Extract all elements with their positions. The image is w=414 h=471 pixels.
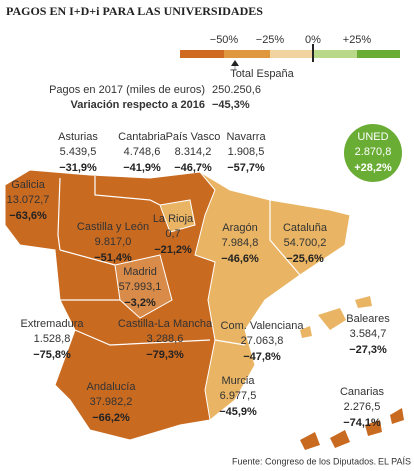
region-payments: 5.439,5 [60, 146, 97, 158]
region-name: País Vasco [166, 131, 221, 143]
total-label: Total España [230, 68, 294, 80]
total-row-value: −45,3% [212, 99, 250, 111]
region-name: Asturias [58, 131, 98, 143]
region-name: Galicia [11, 179, 46, 191]
region-name: Andalucía [87, 381, 137, 393]
map [4, 124, 404, 450]
region-change: −31,9% [59, 162, 97, 174]
region-payments: 6.977,5 [220, 390, 257, 402]
region-payments: 2.870,8 [355, 146, 392, 158]
region-change: −41,9% [123, 162, 161, 174]
region-payments: 4.748,6 [124, 146, 161, 158]
total-row-label: Variación respecto a 2016 [70, 99, 205, 111]
region-change: −57,7% [227, 162, 265, 174]
region-payments: 54.700,2 [284, 237, 327, 249]
legend-bar [180, 44, 400, 70]
region-name: Canarias [340, 386, 385, 398]
region-payments: 3.288,6 [147, 333, 184, 345]
legend-tick: −50% [210, 34, 239, 46]
legend-tick: +25% [343, 34, 372, 46]
region-payments: 9.817,0 [95, 236, 132, 248]
region-change: −3,2% [124, 297, 156, 309]
region-payments: 2.276,5 [344, 401, 381, 413]
region-change: +28,2% [354, 162, 392, 174]
region-payments: 37.982,2 [90, 396, 133, 408]
region-change: −25,6% [286, 253, 324, 265]
title: PAGOS EN I+D+i PARA LAS UNIVERSIDADES [6, 4, 263, 18]
region-name: Castilla-La Mancha [118, 318, 213, 330]
region-change: −46,6% [221, 253, 259, 265]
legend-tick: 0% [305, 34, 321, 46]
region-name: Navarra [226, 131, 266, 143]
total-row-label: Pagos en 2017 (miles de euros) [49, 84, 205, 96]
region-change: −27,3% [349, 344, 387, 356]
region-payments: 57.993,1 [119, 281, 162, 293]
region-name: La Rioja [153, 213, 194, 225]
region-name: Baleares [346, 313, 390, 325]
region-name: Madrid [123, 266, 157, 278]
region-name: Murcia [221, 375, 255, 387]
region-change: −45,9% [219, 406, 257, 418]
region-payments: 1.528,8 [34, 333, 71, 345]
region-change: −21,2% [154, 244, 192, 256]
region-name: Cantabria [118, 131, 167, 143]
region-payments: 27.063,8 [241, 335, 284, 347]
region-name: Com. Valenciana [221, 320, 305, 332]
region-name: Aragón [222, 222, 257, 234]
region-payments: 7.984,8 [222, 237, 259, 249]
region-name: UNED [357, 131, 388, 143]
region-payments: 8.314,2 [175, 146, 212, 158]
region-change: −63,6% [9, 210, 47, 222]
region-change: −51,4% [94, 252, 132, 264]
region-name: Extremadura [21, 318, 85, 330]
region-payments: 1.908,5 [228, 146, 265, 158]
region-payments: 13.072,7 [7, 194, 50, 206]
total-row-value: 250.250,6 [212, 84, 261, 96]
region-change: −74,1% [343, 417, 381, 429]
region-name: Castilla y León [77, 221, 149, 233]
region-name: Cataluña [283, 222, 328, 234]
legend-tick: −25% [256, 34, 285, 46]
region-change: −75,8% [33, 349, 71, 361]
source: Fuente: Congreso de los Diputados. [232, 456, 376, 466]
region-change: −66,2% [92, 412, 130, 424]
region-change: −79,3% [146, 349, 184, 361]
region-change: −46,7% [174, 162, 212, 174]
region-payments: 0,7 [165, 228, 180, 240]
region-change: −47,8% [243, 351, 281, 363]
region-payments: 3.584,7 [350, 328, 387, 340]
credit: EL PAÍS [378, 456, 411, 466]
